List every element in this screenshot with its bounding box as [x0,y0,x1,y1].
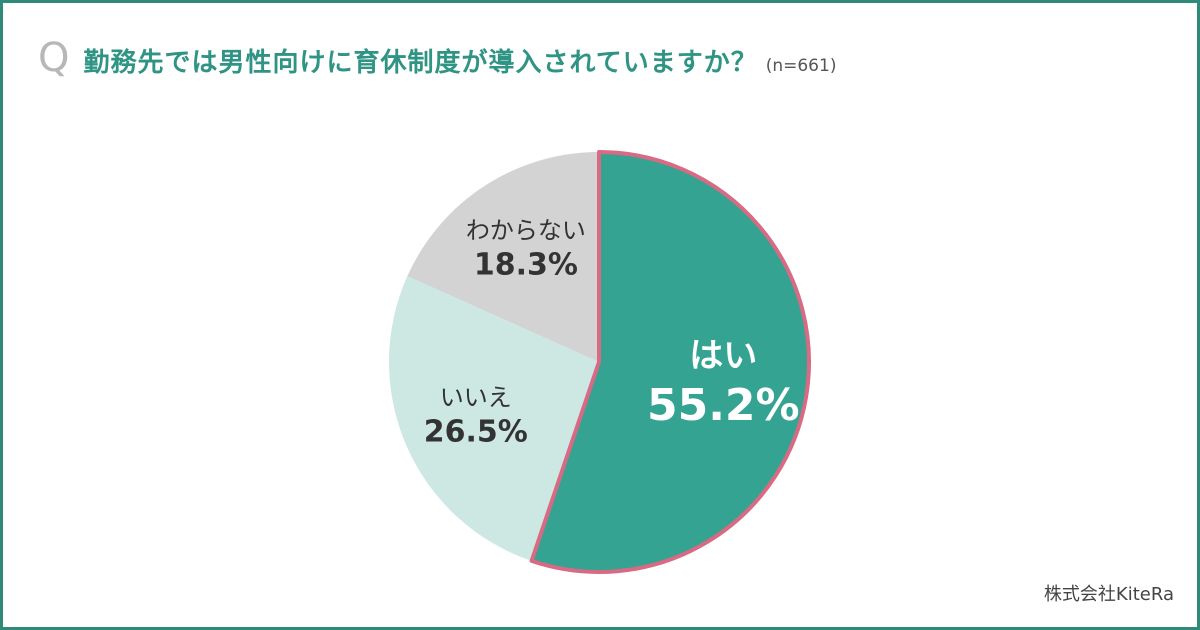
slice-name-label-3: わからない [466,217,586,245]
pie-slice-3 [407,152,599,362]
slice-name-label-1: はい [689,336,757,376]
slice-value-label-2: 26.5% [424,414,528,449]
slice-name-label-2: いいえ [440,383,512,411]
pie-slice-1 [529,150,811,574]
question-title: 勤務先では男性向けに育休制度が導入されていますか？ [83,48,758,78]
pie-slice-2 [388,276,599,561]
slice-value-label-3: 18.3% [474,248,578,283]
question-header: Q 勤務先では男性向けに育休制度が導入されていますか？ (n=661) [38,38,836,79]
sample-size: (n=661) [765,56,837,76]
q-icon: Q [38,35,70,81]
slice-value-label-1: 55.2% [647,380,800,431]
company-credit: 株式会社KiteRa [1043,584,1174,605]
pie-slices [388,150,811,574]
